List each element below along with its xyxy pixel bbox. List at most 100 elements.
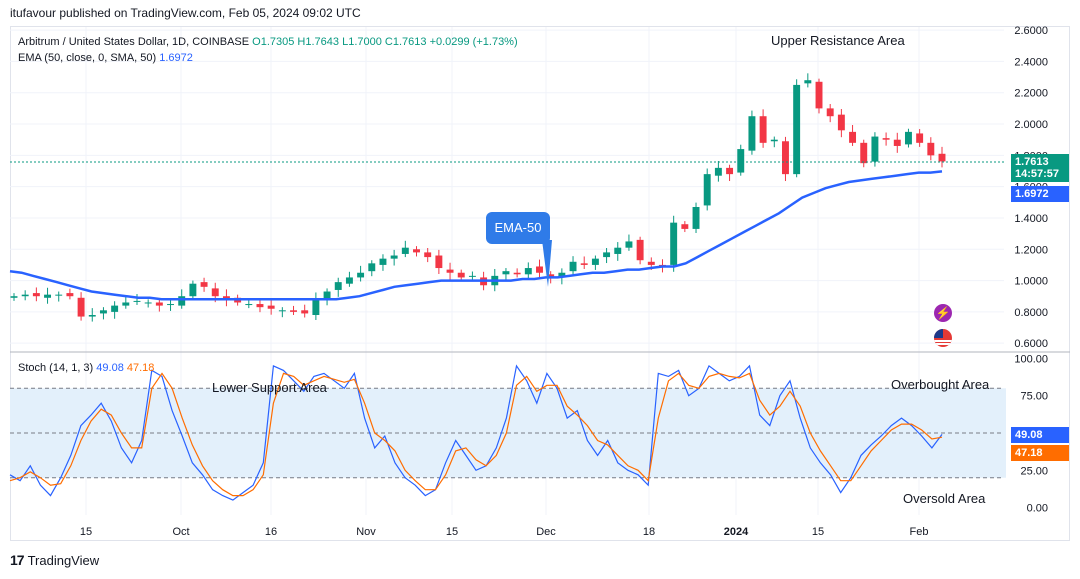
ema-legend[interactable]: EMA (50, close, 0, SMA, 50) 1.6972 xyxy=(18,52,193,64)
candle-body xyxy=(681,224,689,229)
candle-body xyxy=(334,282,342,290)
price-tick-label: 2.6000 xyxy=(1014,25,1048,37)
candle-body xyxy=(424,252,432,258)
candle-body xyxy=(524,268,532,275)
candle-body xyxy=(167,304,174,306)
chart-frame xyxy=(10,26,1070,541)
oversold-label: Oversold Area xyxy=(903,491,986,506)
countdown: 14:57:57 xyxy=(1015,168,1060,180)
symbol-title[interactable]: Arbitrum / United States Dollar, 1D, COI… xyxy=(18,36,250,48)
candle-body xyxy=(379,258,387,265)
candle-body xyxy=(625,241,633,248)
ema-price-badge: 1.6972 xyxy=(1011,186,1069,202)
candle-body xyxy=(882,138,890,140)
candle-body xyxy=(44,294,52,298)
ema-label: EMA (50, close, 0, SMA, 50) xyxy=(18,52,157,64)
price-legend: Arbitrum / United States Dollar, 1D, COI… xyxy=(18,36,518,48)
lightning-icon[interactable]: ⚡ xyxy=(934,304,952,322)
stoch-tick-label: 75.00 xyxy=(1020,391,1048,403)
candle-body xyxy=(614,247,622,254)
stoch-d-badge: 47.18 xyxy=(1011,445,1069,461)
close-value: C1.7613 xyxy=(384,36,427,48)
upper-resistance-label: Upper Resistance Area xyxy=(771,33,905,48)
candle-body xyxy=(580,263,588,265)
candle-body xyxy=(357,272,365,278)
candle-body xyxy=(267,305,275,309)
open-value: O1.7305 xyxy=(252,36,295,48)
candle-body xyxy=(826,108,834,117)
candle-body xyxy=(435,255,443,269)
candle-body xyxy=(782,141,789,175)
stoch-tick-label: 100.00 xyxy=(1014,353,1048,365)
candle-body xyxy=(401,247,409,254)
candle-body xyxy=(670,222,678,265)
x-tick-label: 2024 xyxy=(724,526,749,538)
x-tick-label: Feb xyxy=(910,526,929,538)
x-tick-label: 15 xyxy=(812,526,824,538)
candle-body xyxy=(603,252,611,258)
candle-body xyxy=(111,305,119,312)
footer-brand[interactable]: TradingView xyxy=(27,552,100,568)
stoch-d-value: 47.18 xyxy=(126,362,155,374)
overbought-label: Overbought Area xyxy=(891,377,990,392)
price-tick-label: 2.2000 xyxy=(1014,88,1048,100)
candle-body xyxy=(290,310,297,312)
candle-body xyxy=(804,80,812,84)
candle-body xyxy=(368,263,376,272)
candle-body xyxy=(155,302,163,306)
us-flag-icon[interactable] xyxy=(934,329,952,347)
candle-body xyxy=(547,274,555,278)
candle-body xyxy=(66,293,74,297)
candle-body xyxy=(793,84,801,175)
candle-body xyxy=(10,296,18,298)
candle-body xyxy=(860,142,868,164)
candle-body xyxy=(871,136,879,162)
stoch-d-line xyxy=(9,372,943,497)
candle-body xyxy=(692,207,700,229)
candle-body xyxy=(837,114,845,131)
high-value: H1.7643 xyxy=(297,36,340,48)
candle-body xyxy=(323,291,331,300)
candle-body xyxy=(893,139,901,146)
candle-body xyxy=(636,239,644,261)
candle-body xyxy=(536,266,543,273)
candle-body xyxy=(211,288,219,297)
price-tick-label: 2.4000 xyxy=(1014,56,1048,68)
footer: 17 TradingView xyxy=(10,552,99,568)
x-tick-label: 15 xyxy=(446,526,458,538)
candle-body xyxy=(468,275,476,277)
candle-body xyxy=(938,153,946,162)
ema-value: 1.6972 xyxy=(159,52,193,64)
x-tick-label: Nov xyxy=(356,526,376,538)
candle-body xyxy=(413,249,420,253)
candle-body xyxy=(647,261,655,265)
tradingview-logo-icon[interactable]: 17 xyxy=(10,552,25,568)
x-tick-label: 16 xyxy=(265,526,277,538)
ema-50-line xyxy=(9,170,943,301)
candle-body xyxy=(703,174,711,206)
stoch-legend[interactable]: Stoch (14, 1, 3) 49.08 47.18 xyxy=(18,362,154,374)
price-tick-label: 1.0000 xyxy=(1014,276,1048,288)
ema-callout-pointer xyxy=(542,240,552,287)
candle-body xyxy=(312,299,320,315)
candle-body xyxy=(916,133,924,143)
candle-body xyxy=(200,282,208,287)
stoch-label: Stoch (14, 1, 3) xyxy=(18,362,94,374)
candle-body xyxy=(88,315,96,317)
ema-callout: EMA-50 xyxy=(486,212,550,244)
candle-body xyxy=(770,139,778,142)
candle-body xyxy=(178,296,186,306)
last-price-badge: 1.7613 14:57:57 xyxy=(1011,154,1069,182)
candle-body xyxy=(748,116,756,151)
candle-body xyxy=(144,302,152,304)
change-value: +0.0299 (+1.73%) xyxy=(429,36,518,48)
stoch-k-badge: 49.08 xyxy=(1011,427,1069,443)
price-tick-label: 0.8000 xyxy=(1014,307,1048,319)
price-tick-label: 0.6000 xyxy=(1014,338,1048,350)
candle-body xyxy=(815,81,823,109)
candle-body xyxy=(759,116,767,143)
x-tick-label: Oct xyxy=(172,526,189,538)
candle-body xyxy=(927,142,935,156)
candle-body xyxy=(558,272,566,278)
